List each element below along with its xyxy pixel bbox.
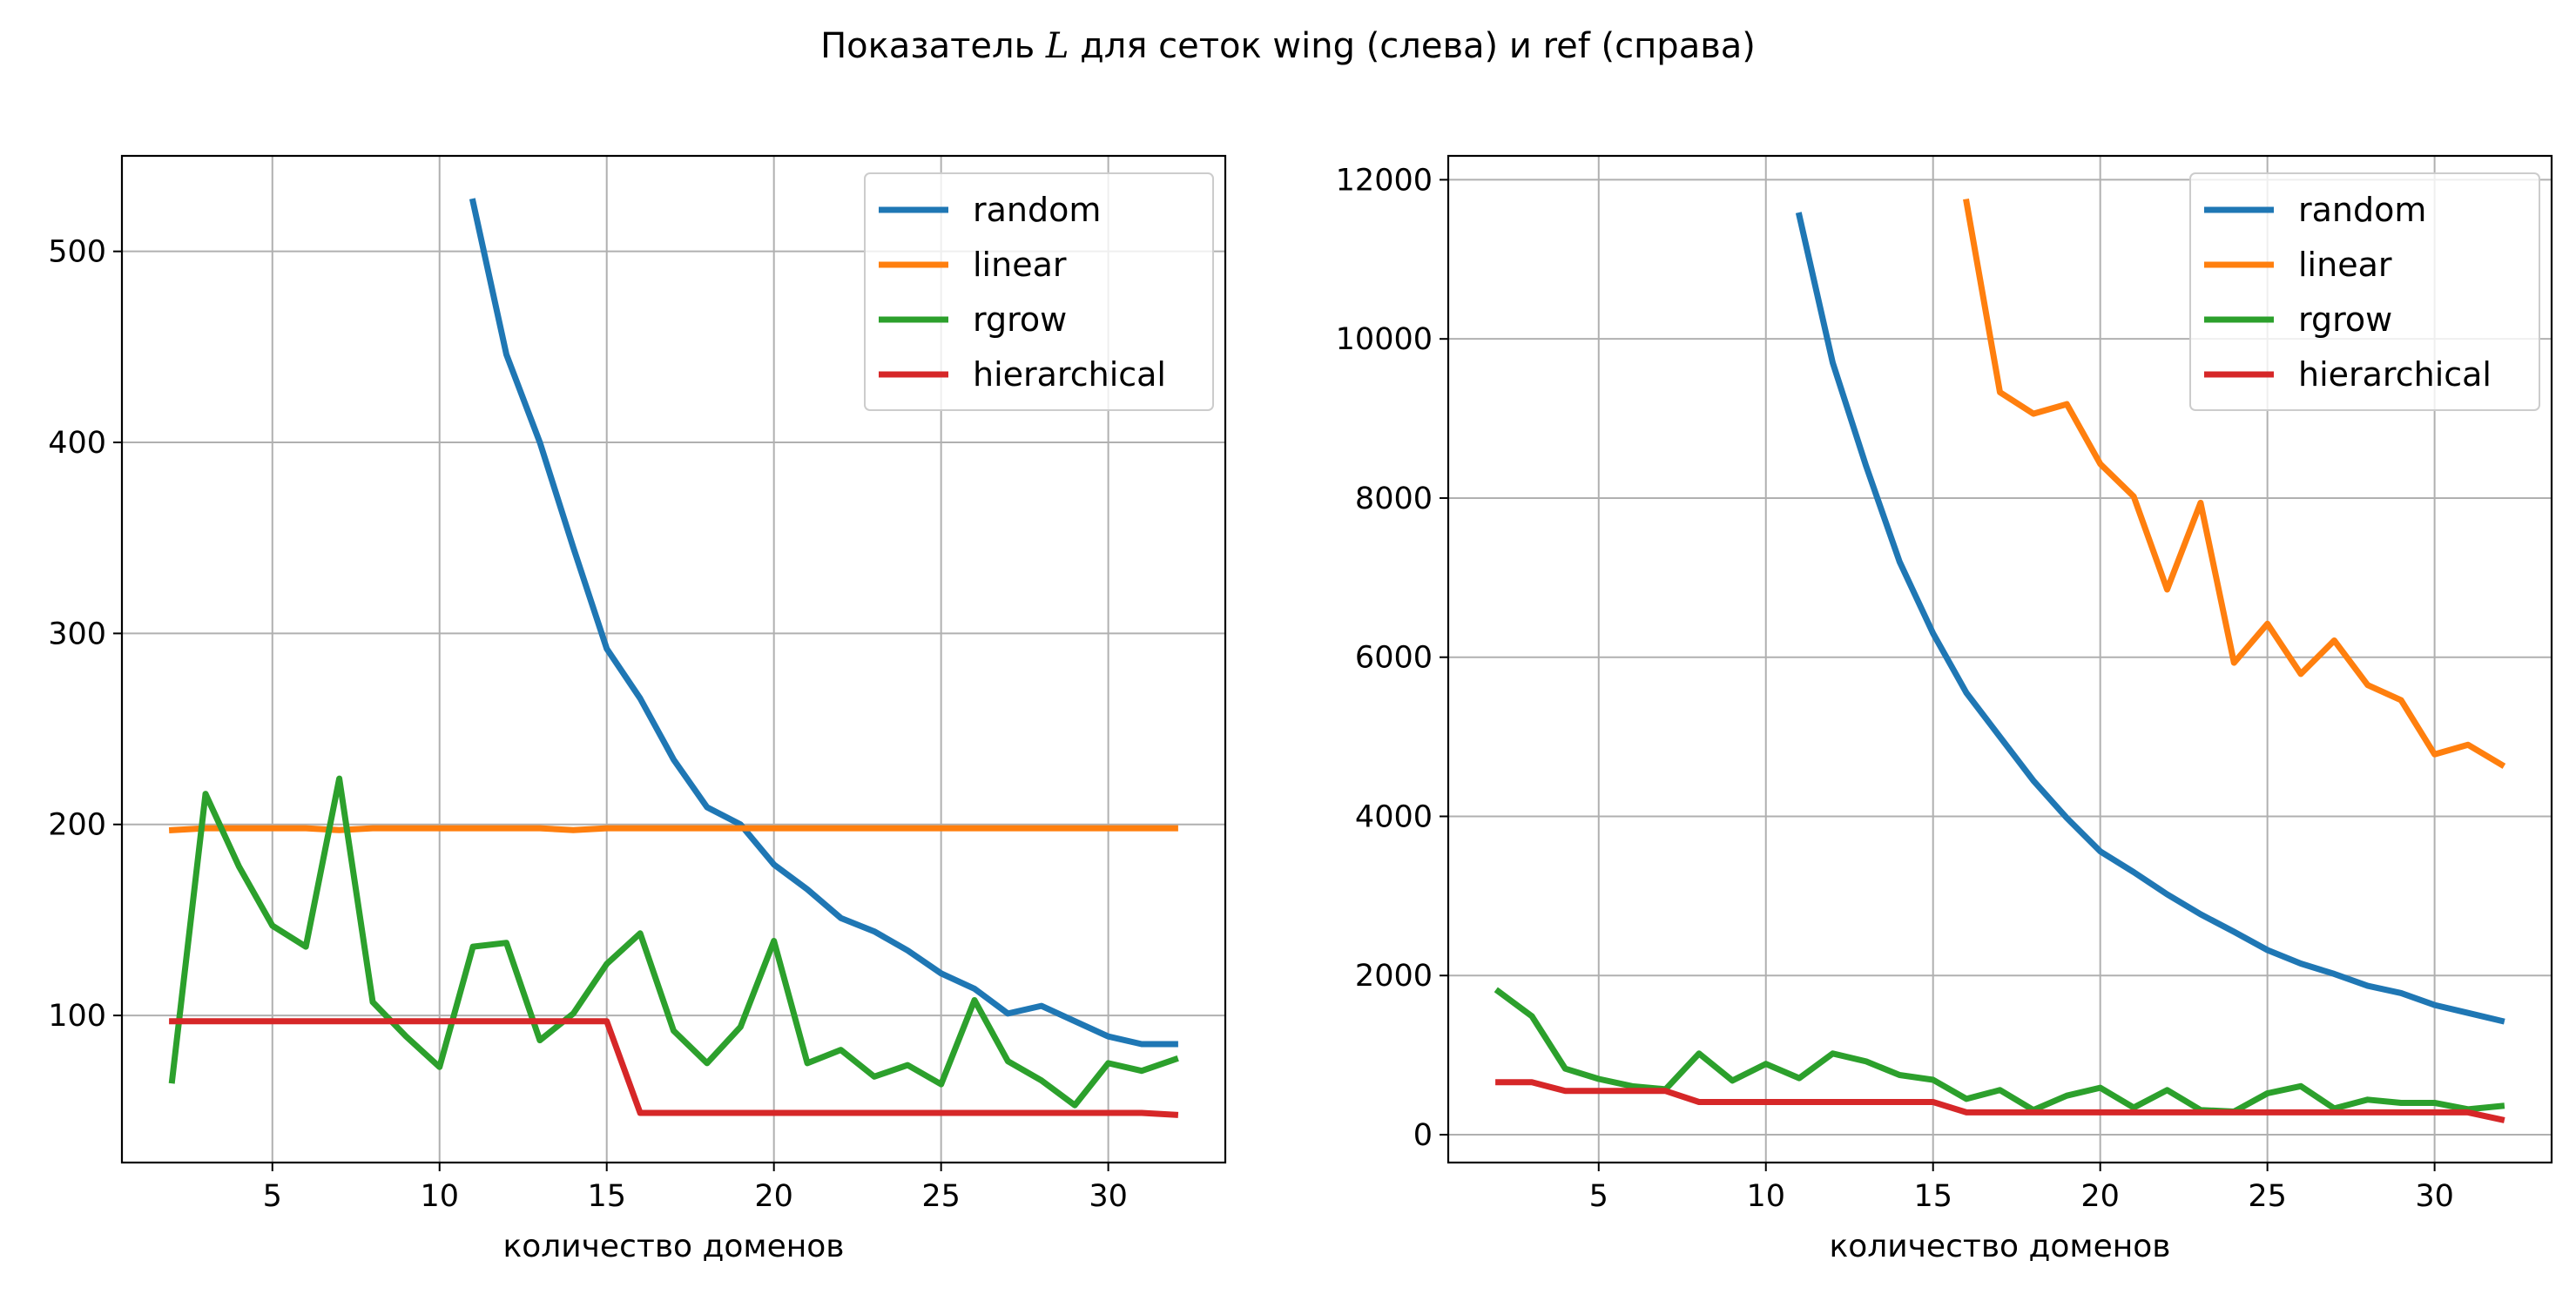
y-tick-label-2: 4000 <box>1355 799 1433 834</box>
legend: random linear rgrow hierarchical <box>2189 172 2540 411</box>
legend-label-linear: linear <box>2298 246 2392 284</box>
y-tick-label-5: 10000 <box>1336 322 1433 357</box>
legend-label-hierarchical: hierarchical <box>2298 355 2492 394</box>
legend-box <box>2189 172 2540 411</box>
y-tick-label-0: 100 <box>48 999 106 1034</box>
legend-label-linear: linear <box>973 246 1067 284</box>
legend-label-hierarchical: hierarchical <box>973 355 1166 394</box>
figure-title-prefix: Показатель <box>820 26 1046 66</box>
y-tick-label-4: 8000 <box>1355 482 1433 516</box>
series-group <box>168 198 1179 1118</box>
x-tick-label-1: 10 <box>420 1179 459 1214</box>
legend-label-rgrow: rgrow <box>973 300 1067 339</box>
x-axis-label: количество доменов <box>502 1229 844 1264</box>
left-chart-panel: 5 10 15 20 25 30 100 200 300 400 500 количество дом… <box>48 154 1227 1264</box>
series-line-random <box>469 198 1178 1048</box>
series-line-random <box>1795 212 2505 1025</box>
legend-box <box>864 172 1214 411</box>
x-tick-label-5: 30 <box>1089 1179 1128 1214</box>
x-tick-label-1: 10 <box>1746 1179 1785 1214</box>
legend-label-random: random <box>973 191 1101 229</box>
x-tick-label-3: 20 <box>754 1179 793 1214</box>
x-tick-label-4: 25 <box>2248 1179 2287 1214</box>
right-chart-panel: 5 10 15 20 25 30 0 2000 4000 6000 8000 10000 12000 ко… <box>1336 154 2553 1264</box>
x-tick-label-2: 15 <box>587 1179 626 1214</box>
x-tick-label-4: 25 <box>921 1179 961 1214</box>
figure-title-suffix: для сеток wing (слева) и ref (справа) <box>1069 26 1755 66</box>
figure-title-symbol: L <box>1045 26 1069 66</box>
x-tick-label-2: 15 <box>1913 1179 1952 1214</box>
y-tick-label-3: 400 <box>48 426 106 461</box>
legend: random linear rgrow hierarchical <box>864 172 1214 411</box>
y-tick-label-0: 0 <box>1413 1118 1433 1153</box>
axes-frame <box>120 154 1227 1164</box>
x-tick-label-5: 30 <box>2415 1179 2454 1214</box>
series-line-linear <box>168 825 1178 833</box>
legend-label-random: random <box>2298 191 2426 229</box>
y-tick-label-3: 6000 <box>1355 641 1433 676</box>
y-tick-label-6: 12000 <box>1336 163 1433 198</box>
figure-title: Показатель L для сеток wing (слева) и re… <box>820 26 1756 66</box>
y-tick-label-4: 500 <box>48 235 106 270</box>
series-line-hierarchical <box>1495 1079 2505 1123</box>
y-tick-label-1: 2000 <box>1355 959 1433 994</box>
series-group <box>1494 198 2506 1123</box>
legend-label-rgrow: rgrow <box>2298 300 2392 339</box>
x-tick-label-3: 20 <box>2080 1179 2120 1214</box>
series-line-hierarchical <box>169 1018 1179 1118</box>
series-line-rgrow <box>168 775 1179 1109</box>
x-tick-label-0: 5 <box>1589 1179 1608 1214</box>
axes-frame <box>1446 154 2553 1164</box>
x-axis-label: количество доменов <box>1829 1229 2170 1264</box>
y-tick-label-1: 200 <box>48 808 106 843</box>
x-tick-label-0: 5 <box>263 1179 282 1214</box>
y-tick-label-2: 300 <box>48 617 106 651</box>
series-line-linear <box>1963 198 2506 769</box>
